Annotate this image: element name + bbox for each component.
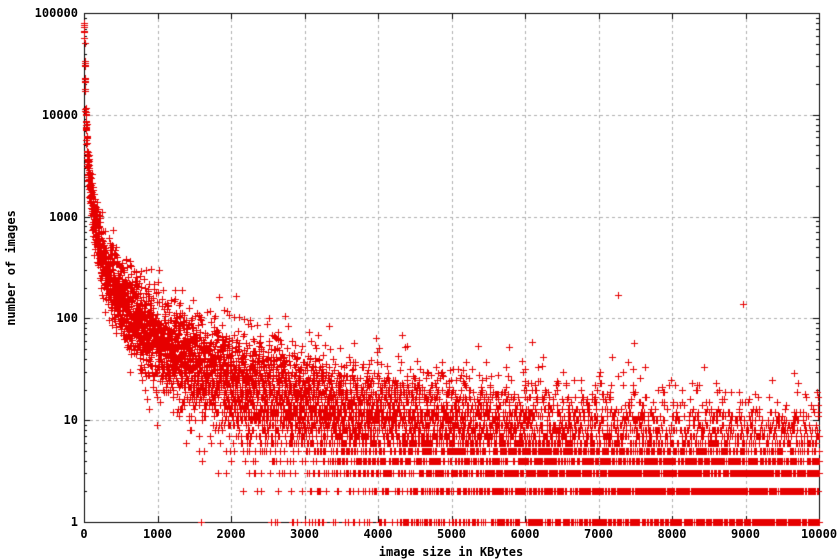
x-tick-label: 6000 <box>510 527 540 541</box>
x-tick-label: 4000 <box>363 527 393 541</box>
y-tick-label: 1 <box>70 515 78 529</box>
y-tick-label: 10 <box>63 413 78 428</box>
x-tick-label: 2000 <box>216 527 246 541</box>
x-tick-label: 0 <box>80 527 88 541</box>
y-tick-label: 10000 <box>41 107 78 122</box>
x-tick-label: 3000 <box>290 527 319 541</box>
y-tick-label: 1000 <box>49 209 78 224</box>
y-axis-title: number of images <box>4 210 18 326</box>
x-axis-title: image size in KBytes <box>378 545 524 559</box>
x-tick-label: 10000 <box>800 527 838 541</box>
x-tick-label: 7000 <box>584 527 613 541</box>
x-tick-label: 9000 <box>731 527 760 541</box>
x-tick-label: 5000 <box>437 527 466 541</box>
x-tick-label: 1000 <box>143 527 172 541</box>
x-tick-label: 8000 <box>657 527 687 541</box>
y-tick-label: 100000 <box>34 6 78 20</box>
y-tick-label: 100 <box>56 311 78 326</box>
